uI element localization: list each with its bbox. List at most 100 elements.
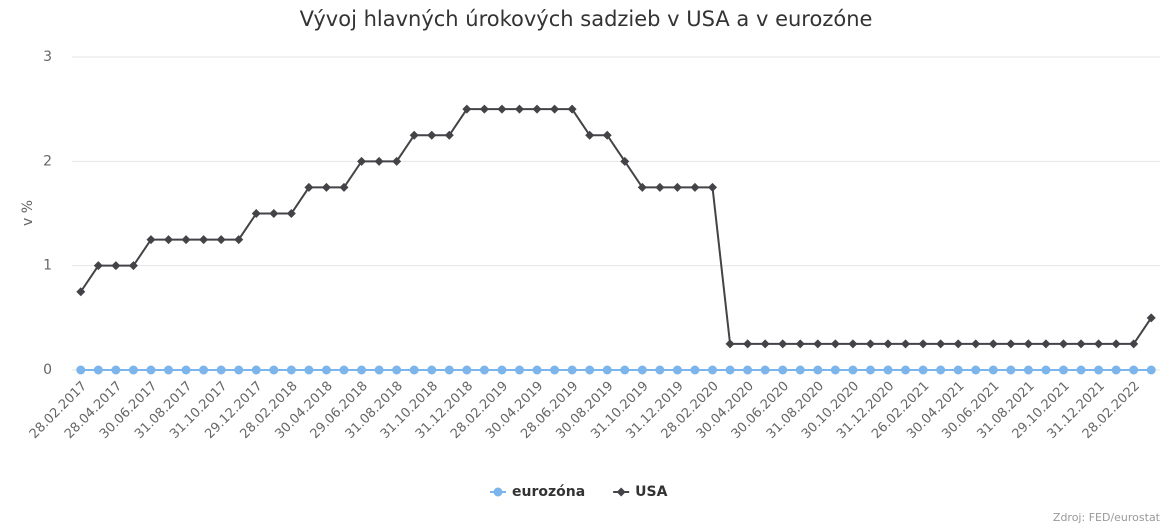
point — [111, 261, 121, 271]
point — [795, 365, 805, 375]
point — [462, 365, 472, 375]
point — [971, 339, 981, 349]
point — [1058, 365, 1068, 375]
point — [146, 365, 156, 375]
point — [830, 365, 840, 375]
point — [497, 365, 507, 375]
point — [374, 365, 384, 375]
point — [76, 365, 86, 375]
point — [708, 365, 718, 375]
legend-label: eurozóna — [512, 484, 585, 500]
point — [1006, 365, 1016, 375]
point — [164, 365, 174, 375]
point — [479, 365, 489, 375]
point — [637, 365, 647, 375]
point — [567, 365, 577, 375]
point — [532, 365, 542, 375]
point — [374, 156, 384, 166]
point — [339, 365, 349, 375]
legend-marker — [493, 487, 503, 497]
point — [251, 209, 261, 218]
point — [111, 365, 121, 375]
point — [251, 365, 261, 375]
point — [795, 339, 805, 349]
point — [339, 182, 349, 192]
point — [953, 365, 963, 375]
point — [918, 365, 928, 375]
point — [1023, 365, 1033, 375]
point — [848, 339, 858, 349]
point — [321, 365, 331, 375]
point — [304, 365, 314, 375]
point — [304, 182, 314, 192]
point — [357, 365, 367, 375]
point — [550, 365, 560, 375]
point — [901, 365, 911, 375]
point — [602, 365, 612, 375]
point — [1146, 313, 1156, 323]
point — [1129, 339, 1139, 349]
point — [1041, 365, 1051, 375]
point — [620, 156, 630, 166]
point — [550, 104, 560, 114]
point — [918, 339, 928, 349]
point — [321, 182, 331, 192]
point — [409, 130, 419, 140]
point — [479, 104, 489, 114]
point — [93, 365, 103, 375]
point — [690, 182, 700, 192]
point — [637, 182, 647, 192]
point — [392, 156, 402, 166]
point — [883, 339, 893, 349]
chart-title: Vývoj hlavných úrokových sadzieb v USA a… — [300, 7, 873, 31]
point — [216, 365, 226, 375]
point — [514, 104, 524, 114]
point — [672, 365, 682, 375]
point — [865, 365, 875, 375]
point — [199, 365, 209, 375]
point — [427, 130, 437, 140]
point — [357, 156, 367, 166]
point — [655, 365, 665, 375]
point — [234, 235, 244, 245]
point — [286, 365, 296, 375]
legend-label: USA — [635, 484, 667, 500]
point — [778, 365, 788, 375]
point — [988, 365, 998, 375]
point — [1006, 339, 1016, 349]
point — [655, 182, 665, 192]
point — [813, 339, 823, 349]
point — [392, 365, 402, 375]
point — [146, 235, 156, 245]
y-tick-label: 0 — [43, 362, 52, 378]
point — [234, 365, 244, 375]
point — [743, 365, 753, 375]
point — [936, 365, 946, 375]
y-axis-label: v % — [20, 200, 36, 226]
y-tick-label: 1 — [43, 258, 52, 274]
point — [760, 339, 770, 349]
point — [988, 339, 998, 349]
point — [181, 235, 191, 245]
point — [1076, 365, 1086, 375]
point — [883, 365, 893, 375]
point — [585, 130, 595, 140]
point — [1041, 339, 1051, 349]
point — [813, 365, 823, 375]
point — [532, 104, 542, 114]
point — [1094, 339, 1104, 349]
point — [93, 261, 103, 271]
point — [76, 287, 86, 297]
point — [725, 365, 735, 375]
point — [585, 365, 595, 375]
point — [567, 104, 577, 114]
point — [725, 339, 735, 349]
series-line — [79, 108, 1153, 345]
point — [778, 339, 788, 349]
point — [164, 235, 174, 245]
legend-marker — [616, 487, 626, 497]
point — [1146, 365, 1156, 375]
point — [743, 339, 753, 349]
point — [1111, 339, 1121, 349]
